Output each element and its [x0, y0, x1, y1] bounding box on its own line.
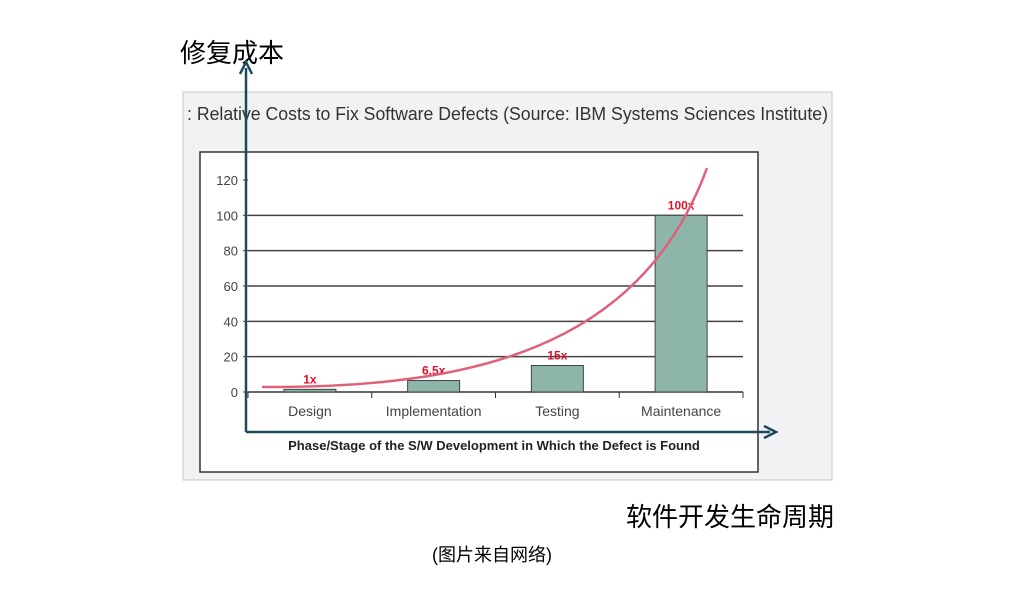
- x-tick-label: Testing: [535, 403, 579, 419]
- y-tick-label: 0: [231, 385, 238, 400]
- x-axis-label: Phase/Stage of the S/W Development in Wh…: [288, 438, 700, 453]
- bar: [407, 380, 461, 393]
- y-arrow-label: 修复成本: [180, 38, 285, 68]
- bar: [283, 388, 337, 393]
- x-tick-label: Maintenance: [641, 403, 721, 419]
- chart-title: : Relative Costs to Fix Software Defects…: [187, 104, 828, 124]
- bar: [530, 365, 584, 393]
- data-label: 1x: [303, 372, 317, 386]
- data-label: 15x: [547, 349, 567, 363]
- y-tick-label: 40: [224, 314, 238, 329]
- caption: (图片来自网络): [432, 545, 552, 565]
- y-tick-label: 80: [224, 244, 238, 259]
- x-tick-label: Implementation: [386, 403, 482, 419]
- y-tick-label: 120: [216, 173, 238, 188]
- y-tick-label: 20: [224, 350, 238, 365]
- x-tick-label: Design: [288, 403, 332, 419]
- y-tick-label: 100: [216, 208, 238, 223]
- bar: [654, 214, 708, 393]
- trend-curve: [261, 167, 709, 389]
- x-arrow-label: 软件开发生命周期: [625, 502, 834, 532]
- x-arrow: [246, 424, 779, 440]
- y-tick-label: 60: [224, 279, 238, 294]
- y-arrow: [238, 59, 254, 432]
